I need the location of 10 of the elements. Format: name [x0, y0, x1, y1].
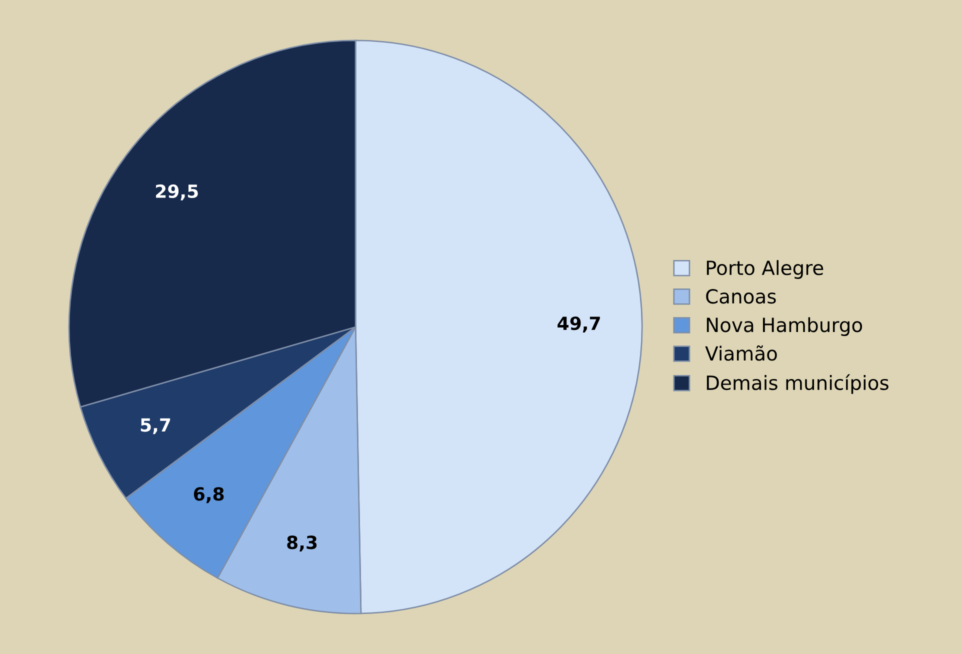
- legend-label: Porto Alegre: [706, 260, 824, 279]
- legend-label: Viamão: [705, 345, 777, 361]
- data-label: 29,5: [156, 184, 198, 200]
- data-label: 6,8: [194, 487, 224, 504]
- legend-label: Demais municípios: [706, 374, 888, 394]
- data-label: 8,3: [287, 536, 317, 552]
- legend-label: Canoas: [706, 289, 776, 304]
- legend-label: Nova Hamburgo: [706, 317, 862, 336]
- data-label: 49,7: [558, 316, 600, 332]
- data-label: 5,7: [140, 418, 170, 434]
